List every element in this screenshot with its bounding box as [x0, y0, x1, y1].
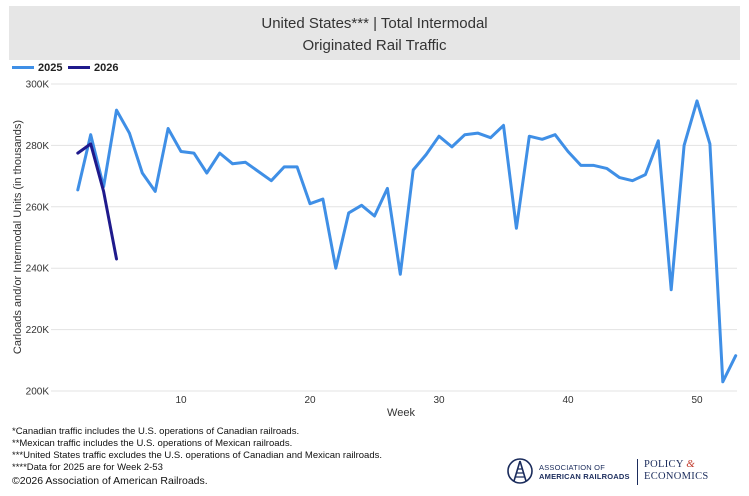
- legend-item-2026[interactable]: 2026: [68, 62, 118, 74]
- policy-economics-logo[interactable]: POLICY & ECONOMICS: [644, 458, 709, 483]
- aar-logo-line2: AMERICAN RAILROADS: [539, 472, 630, 481]
- pe-logo-ampersand: &: [686, 458, 696, 470]
- x-tick-label: 50: [691, 395, 703, 406]
- chart-title-line1: United States*** | Total Intermodal: [261, 15, 488, 32]
- copyright: ©2026 Association of American Railroads.: [12, 475, 208, 487]
- series-line-2026[interactable]: [76, 142, 118, 261]
- aar-logo-line1: ASSOCIATION OF: [539, 463, 606, 472]
- y-tick-label: 220K: [26, 325, 50, 336]
- chart-gridlines: [51, 83, 737, 392]
- chart-title-line2: Originated Rail Traffic: [302, 37, 447, 54]
- legend-swatch-2026: [68, 65, 90, 69]
- footnotes: *Canadian traffic includes the U.S. oper…: [12, 426, 382, 487]
- line-chart: 200K 220K 240K 260K 280K 300K 10 20 30 40 50 Carl…: [12, 80, 738, 419]
- y-axis-title: Carloads and/or Intermodal Units (in tho…: [12, 120, 24, 354]
- y-tick-label: 200K: [26, 387, 50, 398]
- legend-label-2025: 2025: [38, 62, 63, 74]
- y-axis-ticks: 200K 220K 240K 260K 280K 300K: [26, 80, 50, 398]
- y-tick-label: 260K: [26, 202, 50, 213]
- railroad-seal-icon: [507, 458, 533, 484]
- footnote: ***United States traffic excludes the U.…: [12, 450, 383, 461]
- logo-divider: [637, 459, 638, 485]
- x-tick-label: 10: [175, 395, 187, 406]
- footnote: *Canadian traffic includes the U.S. oper…: [12, 426, 300, 437]
- pe-logo-policy: POLICY: [644, 459, 684, 470]
- legend-item-2025[interactable]: 2025: [12, 62, 62, 74]
- y-tick-label: 300K: [26, 80, 50, 91]
- chart-series: [76, 99, 738, 384]
- footnote: **Mexican traffic includes the U.S. oper…: [12, 438, 293, 449]
- pe-logo-economics: ECONOMICS: [644, 471, 709, 482]
- series-line-2025[interactable]: [76, 99, 738, 384]
- footnote: ****Data for 2025 are for Week 2-53: [12, 462, 163, 473]
- y-tick-label: 240K: [26, 264, 50, 275]
- x-tick-label: 30: [433, 395, 445, 406]
- legend-label-2026: 2026: [94, 62, 119, 74]
- y-tick-label: 280K: [26, 141, 50, 152]
- title-band: United States*** | Total Intermodal Orig…: [9, 6, 740, 60]
- legend-swatch-2025: [12, 65, 34, 69]
- x-axis-ticks: 10 20 30 40 50: [175, 395, 703, 406]
- x-tick-label: 20: [304, 395, 316, 406]
- aar-logo-text: ASSOCIATION OF AMERICAN RAILROADS: [539, 463, 630, 481]
- aar-logo[interactable]: ASSOCIATION OF AMERICAN RAILROADS: [507, 456, 635, 486]
- x-axis-title: Week: [387, 407, 415, 419]
- x-tick-label: 40: [562, 395, 574, 406]
